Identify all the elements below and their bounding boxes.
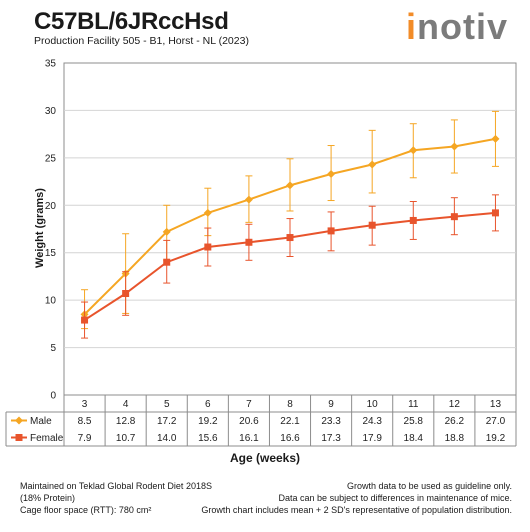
x-tick-label: 4 — [123, 399, 129, 410]
x-tick-label: 5 — [164, 399, 170, 410]
data-point — [245, 238, 253, 246]
y-tick-label: 0 — [50, 391, 56, 402]
legend-label: Female — [30, 433, 64, 444]
table-cell-value: 12.8 — [116, 416, 136, 427]
table-cell-value: 27.0 — [486, 416, 506, 427]
x-tick-label: 8 — [287, 399, 293, 410]
x-tick-label: 6 — [205, 399, 211, 410]
data-point — [409, 146, 418, 155]
data-point — [368, 221, 376, 229]
data-point — [203, 208, 212, 217]
footer-protein-line: (18% Protein) — [20, 493, 76, 503]
table-cell-value: 7.9 — [78, 433, 92, 444]
table-cell-value: 16.6 — [280, 433, 300, 444]
y-tick-label: 10 — [45, 296, 57, 307]
table-cell-value: 17.2 — [157, 416, 177, 427]
table-cell-value: 23.3 — [321, 416, 341, 427]
y-tick-label: 25 — [45, 153, 57, 164]
y-tick-label: 20 — [45, 201, 57, 212]
x-tick-label: 9 — [328, 399, 334, 410]
data-point — [122, 290, 130, 298]
table-cell-value: 19.2 — [198, 416, 218, 427]
table-cell-value: 17.9 — [362, 433, 382, 444]
y-tick-label: 35 — [45, 59, 57, 70]
table-cell-value: 16.1 — [239, 433, 259, 444]
chart-subtitle: Production Facility 505 - B1, Horst - NL… — [34, 35, 249, 47]
footer-disclaimer-line: Data can be subject to differences in ma… — [278, 493, 512, 503]
table-cell-value: 25.8 — [404, 416, 424, 427]
footer-diet-line: Maintained on Teklad Global Rodent Diet … — [20, 481, 212, 491]
table-cell-value: 24.3 — [362, 416, 382, 427]
data-point — [162, 227, 171, 236]
data-point — [286, 234, 294, 242]
table-cell-value: 26.2 — [445, 416, 465, 427]
table-cell-value: 15.6 — [198, 433, 218, 444]
table-cell-value: 17.3 — [321, 433, 341, 444]
table-cell-value: 19.2 — [486, 433, 506, 444]
data-point — [450, 142, 459, 151]
data-point — [327, 227, 335, 235]
data-point — [450, 213, 458, 221]
y-axis-label: Weight (grams) — [34, 188, 46, 268]
data-point — [163, 258, 171, 266]
y-tick-label: 30 — [45, 106, 57, 117]
table-cell-value: 10.7 — [116, 433, 136, 444]
x-tick-label: 10 — [367, 399, 379, 410]
data-point — [327, 169, 336, 178]
table-cell-value: 14.0 — [157, 433, 177, 444]
x-tick-label: 11 — [408, 399, 419, 410]
x-tick-label: 3 — [82, 399, 88, 410]
data-point — [409, 216, 417, 224]
legend-label: Male — [30, 416, 52, 427]
footer-disclaimer-line: Growth chart includes mean + 2 SD's repr… — [201, 505, 512, 515]
y-tick-label: 5 — [50, 343, 56, 354]
x-tick-label: 13 — [490, 399, 502, 410]
data-point — [81, 316, 89, 324]
footer-cage-line: Cage floor space (RTT): 780 cm² — [20, 505, 152, 515]
x-tick-label: 7 — [246, 399, 252, 410]
series-female — [81, 194, 499, 339]
footer-diet-notes: Maintained on Teklad Global Rodent Diet … — [20, 480, 212, 516]
footer-disclaimer-line: Growth data to be used as guideline only… — [347, 481, 512, 491]
inotiv-logo: inotiv — [405, 6, 508, 47]
data-point — [368, 160, 377, 169]
x-axis-label: Age (weeks) — [229, 451, 301, 465]
data-point — [286, 181, 294, 190]
data-point — [244, 195, 253, 204]
data-point — [491, 209, 499, 217]
table-cell-value: 18.4 — [404, 433, 424, 444]
legend-marker — [15, 434, 23, 441]
footer-disclaimer: Growth data to be used as guideline only… — [201, 480, 512, 516]
table-cell-value: 20.6 — [239, 416, 259, 427]
y-tick-label: 15 — [45, 248, 57, 259]
data-table: 3 4 5 6 7 8 9 10 11 12 13 Male 8.5 12.8 17.2 19.2 20.6 22… — [5, 395, 517, 447]
data-point — [491, 134, 500, 143]
legend-marker — [15, 416, 23, 425]
table-cell-value: 22.1 — [280, 416, 300, 427]
table-cell-value: 8.5 — [78, 416, 92, 427]
chart-title: C57BL/6JRccHsd — [34, 8, 229, 35]
table-cell-value: 18.8 — [445, 433, 465, 444]
x-tick-label: 12 — [449, 399, 461, 410]
data-point — [204, 243, 212, 251]
